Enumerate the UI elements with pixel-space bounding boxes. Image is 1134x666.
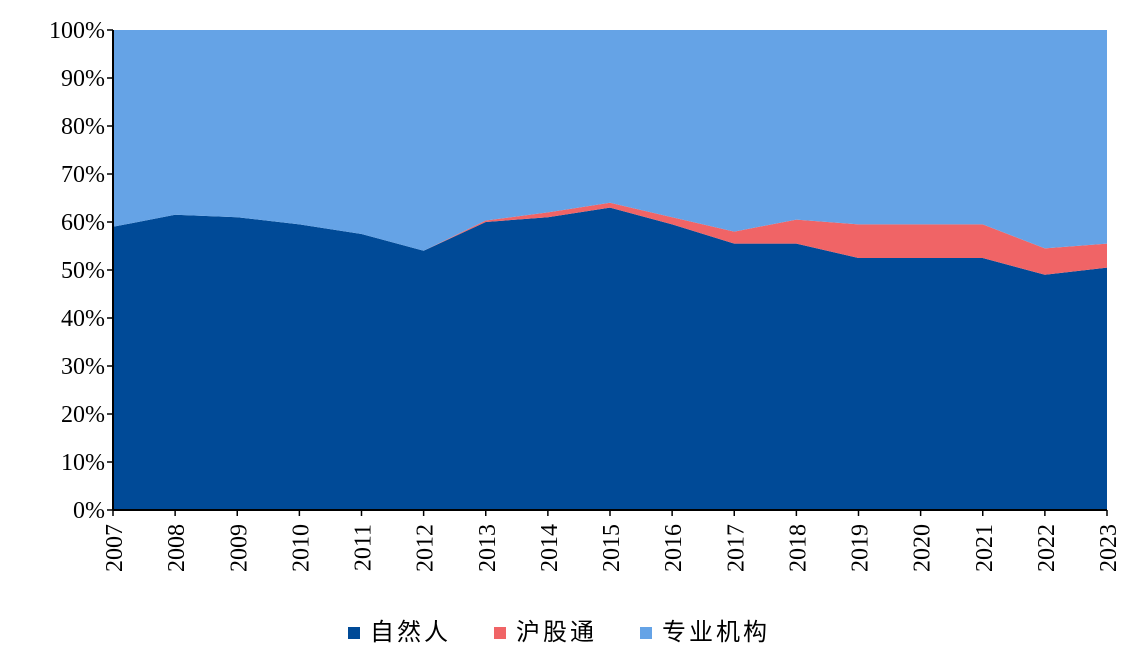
legend-swatch [494,627,506,639]
y-tick-label: 10% [61,450,105,476]
area-series-1 [113,202,1107,275]
y-tick-label: 80% [61,114,105,140]
y-tick-label: 30% [61,354,105,380]
y-tick-label: 90% [61,66,105,92]
x-tick-label: 2021 [972,524,998,572]
x-tick-label: 2013 [475,524,501,572]
legend-swatch [640,627,652,639]
legend-swatch [348,627,360,639]
x-tick-label: 2015 [599,524,625,572]
x-tick-label: 2023 [1096,524,1122,572]
x-tick-label: 2011 [351,524,377,571]
y-tick-label: 40% [61,306,105,332]
x-tick-label: 2016 [661,524,687,572]
area-series-0 [113,207,1107,510]
x-tick-label: 2014 [537,524,563,572]
x-tick-label: 2017 [723,524,749,572]
x-tick-label: 2010 [288,524,314,572]
x-tick-label: 2009 [226,524,252,572]
legend-label: 专业机构 [662,618,770,646]
legend: 自然人 沪股通 专业机构 [348,618,770,646]
x-tick-label: 2022 [1034,524,1060,572]
legend-label: 沪股通 [516,618,597,646]
y-tick-label: 20% [61,402,105,428]
series-areas [113,30,1107,510]
x-tick-label: 2019 [848,524,874,572]
y-tick-label: 70% [61,162,105,188]
x-tick-label: 2018 [785,524,811,572]
y-tick-label: 100% [49,18,105,44]
x-tick-label: 2007 [102,524,128,572]
y-axis-ticks: 0% 10% 20% 30% 40% 50% 60% 70% 80% 90% 100% [49,18,113,524]
x-axis-ticks: 2007 2008 2009 2010 2011 2012 2013 2014 2015 2016… [102,510,1122,572]
y-tick-label: 60% [61,210,105,236]
x-tick-label: 2020 [910,524,936,572]
x-tick-label: 2008 [164,524,190,572]
area-series-2 [113,30,1107,251]
legend-label: 自然人 [370,618,451,646]
y-tick-label: 0% [73,498,105,524]
y-tick-label: 50% [61,258,105,284]
x-tick-label: 2012 [413,524,439,572]
